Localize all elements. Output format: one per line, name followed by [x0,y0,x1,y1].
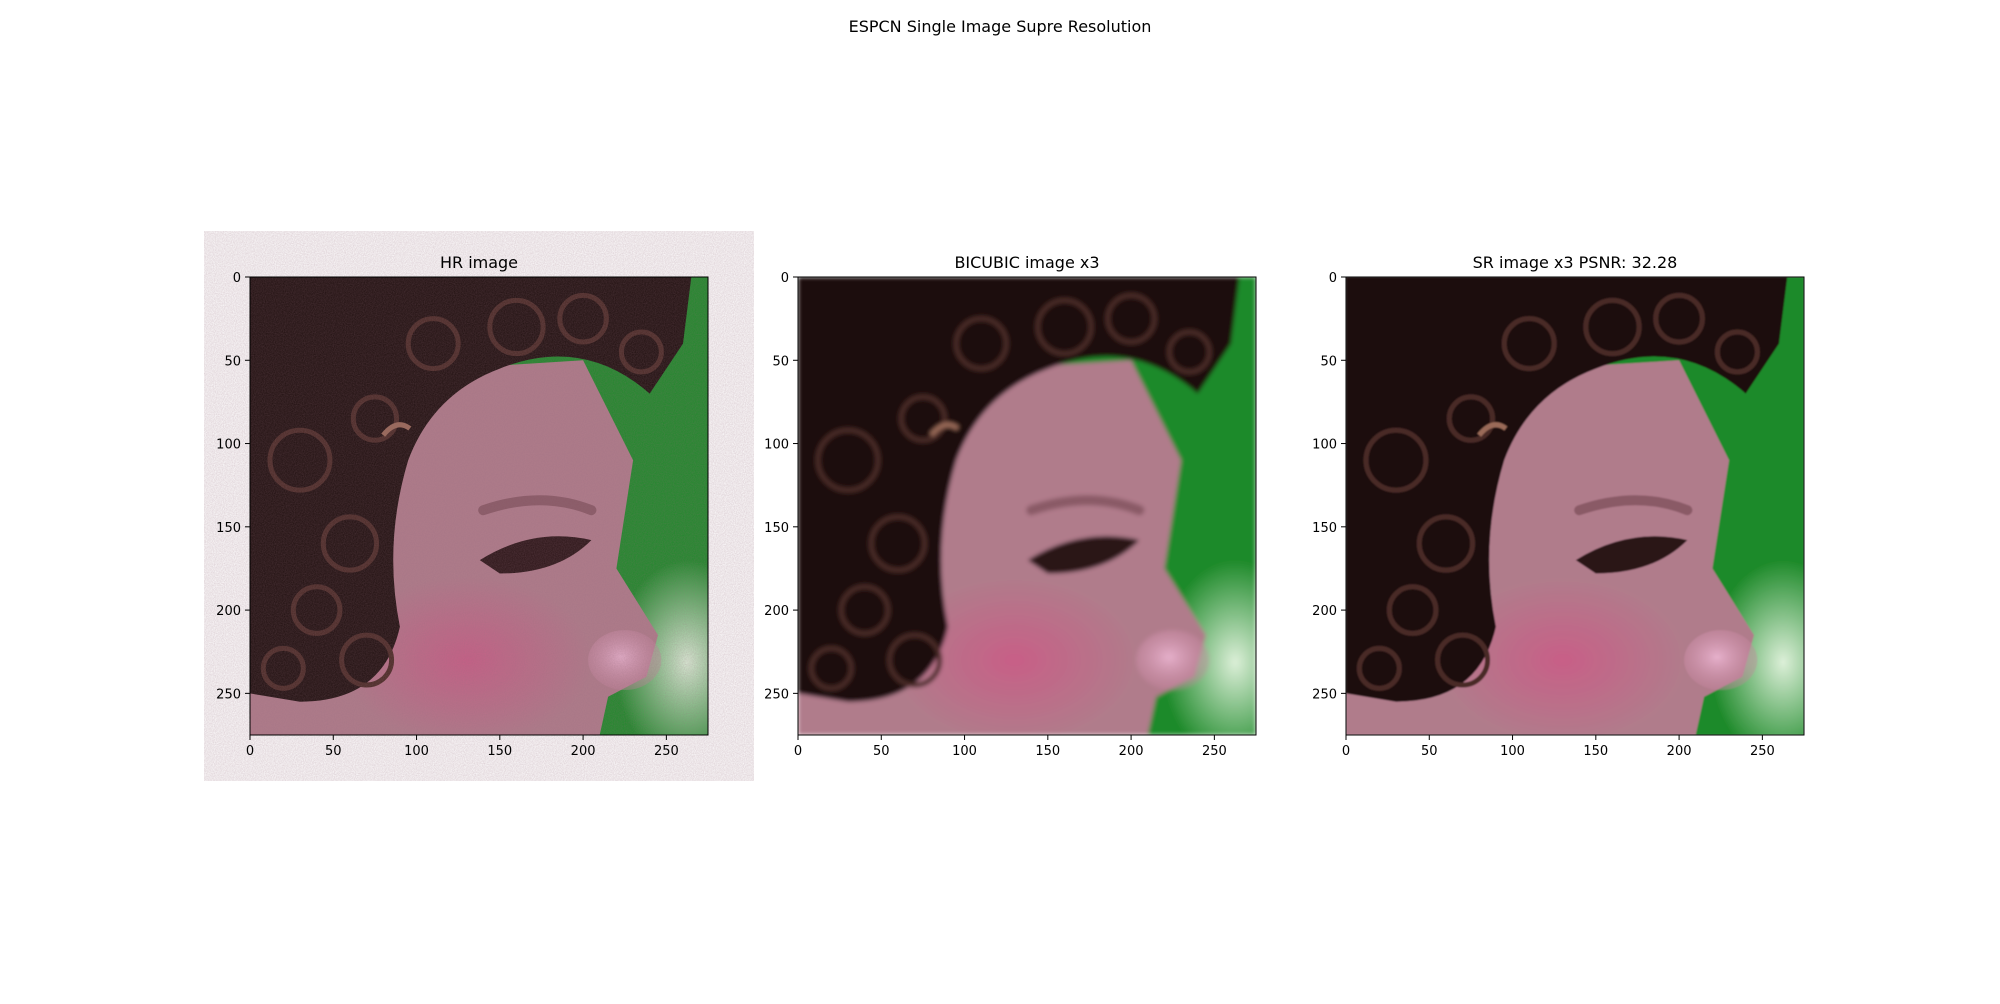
y-tick-label: 150 [764,521,789,536]
image-2 [798,277,1256,735]
x-tick-label: 250 [1202,744,1227,759]
y-tick-label: 250 [1312,687,1337,702]
x-tick-label: 250 [1750,744,1775,759]
x-tick-label: 50 [1421,744,1438,759]
y-tick-label: 0 [233,271,241,286]
axes-frame [249,276,709,736]
y-tick-label: 200 [216,604,241,619]
subplot-title: BICUBIC image x3 [954,253,1099,272]
x-tick-label: 100 [952,744,977,759]
y-tick-label: 150 [216,521,241,536]
x-tick-label: 150 [1583,744,1608,759]
y-tick-label: 0 [781,271,789,286]
y-tick-label: 100 [216,438,241,453]
y-tick-label: 200 [1312,604,1337,619]
axes-frame [1345,276,1805,736]
x-tick-label: 200 [1667,744,1692,759]
subplot-3: SR image x3 PSNR: 32.28 0 50 100 150 200 250 0 5… [1312,253,1805,759]
subplot-title: SR image x3 PSNR: 32.28 [1473,253,1678,272]
x-tick-label: 0 [794,744,802,759]
y-tick-label: 200 [764,604,789,619]
x-tick-label: 250 [654,744,679,759]
x-tick-label: 50 [873,744,890,759]
x-tick-label: 50 [325,744,342,759]
y-tick-label: 50 [772,354,789,369]
y-tick-label: 0 [1329,271,1337,286]
x-tick-label: 0 [1342,744,1350,759]
y-tick-label: 100 [1312,438,1337,453]
figure-title: ESPCN Single Image Supre Resolution [848,17,1152,36]
y-tick-label: 50 [224,354,241,369]
x-tick-label: 100 [1500,744,1525,759]
y-tick-label: 250 [764,687,789,702]
subplot-2: BICUBIC image x3 0 50 100 150 200 250 0 50 100 150… [764,253,1257,759]
axes-frame [797,276,1257,736]
y-tick-label: 250 [216,687,241,702]
subplot-title: HR image [440,253,518,272]
x-tick-label: 200 [1119,744,1144,759]
y-tick-label: 50 [1320,354,1337,369]
subplot-1: HR image 0 50 100 150 200 250 0 50 100 150 200 250 [216,253,709,759]
y-tick-label: 100 [764,438,789,453]
x-tick-label: 150 [487,744,512,759]
x-tick-label: 100 [404,744,429,759]
x-tick-label: 0 [246,744,254,759]
x-tick-label: 150 [1035,744,1060,759]
y-tick-label: 150 [1312,521,1337,536]
x-tick-label: 200 [571,744,596,759]
image-3 [1346,277,1804,735]
